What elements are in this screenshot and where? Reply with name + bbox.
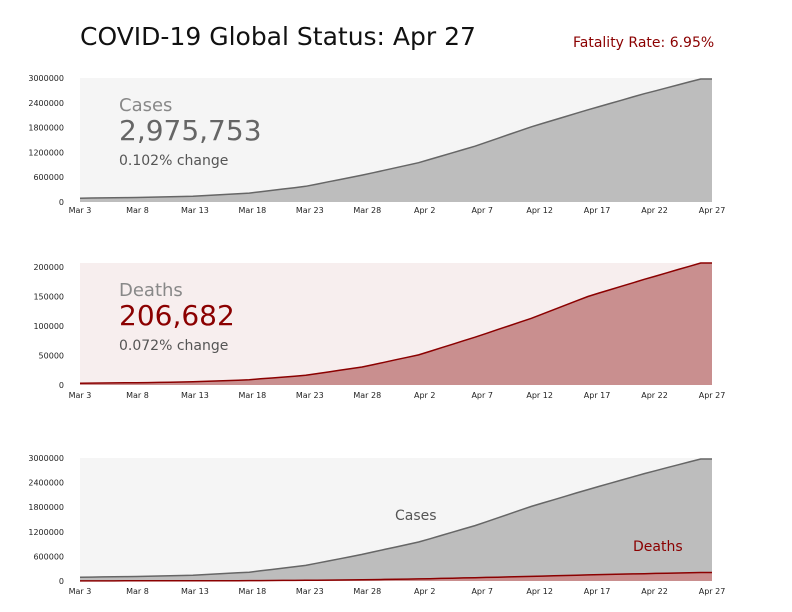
x-tick-label: Apr 2 xyxy=(414,206,435,215)
y-tick-label: 150000 xyxy=(33,292,64,301)
x-tick-label: Apr 22 xyxy=(641,391,668,400)
stat-label: Cases xyxy=(119,95,172,116)
y-tick-label: 0 xyxy=(59,198,64,207)
y-tick-label: 1800000 xyxy=(28,124,64,133)
x-tick-label: Mar 28 xyxy=(353,391,381,400)
y-tick-label: 600000 xyxy=(33,173,64,182)
x-tick-label: Apr 7 xyxy=(471,206,492,215)
x-tick-label: Apr 12 xyxy=(526,587,553,596)
cases-area xyxy=(80,459,712,581)
x-tick-label: Apr 17 xyxy=(584,391,611,400)
x-tick-label: Mar 3 xyxy=(69,206,92,215)
x-tick-label: Apr 2 xyxy=(414,391,435,400)
stat-value: 2,975,753 xyxy=(119,114,262,147)
deaths-line xyxy=(79,262,712,384)
page-title: COVID-19 Global Status: Apr 27 xyxy=(80,22,476,51)
x-tick-label: Mar 18 xyxy=(238,587,266,596)
deaths-area xyxy=(80,572,712,581)
x-tick-label: Apr 7 xyxy=(471,391,492,400)
series-label-cases: Cases xyxy=(395,508,437,524)
x-tick-label: Mar 23 xyxy=(296,587,324,596)
x-tick-label: Mar 3 xyxy=(69,391,92,400)
x-tick-label: Mar 13 xyxy=(181,206,209,215)
y-tick-label: 600000 xyxy=(33,552,64,561)
x-tick-label: Mar 28 xyxy=(353,206,381,215)
series-label-deaths: Deaths xyxy=(633,539,683,555)
x-tick-label: Apr 12 xyxy=(526,206,553,215)
stat-label: Deaths xyxy=(119,280,183,301)
y-tick-label: 0 xyxy=(59,577,64,586)
x-tick-label: Mar 8 xyxy=(126,587,149,596)
y-tick-label: 3000000 xyxy=(28,454,64,463)
x-tick-label: Apr 17 xyxy=(584,587,611,596)
x-tick-label: Mar 8 xyxy=(126,206,149,215)
x-tick-label: Mar 13 xyxy=(181,391,209,400)
cases-line xyxy=(79,458,712,578)
x-tick-label: Apr 27 xyxy=(699,206,726,215)
x-tick-label: Apr 12 xyxy=(526,391,553,400)
stat-change: 0.072% change xyxy=(119,338,228,354)
stat-value: 206,682 xyxy=(119,299,235,332)
x-tick-label: Apr 27 xyxy=(699,587,726,596)
x-tick-label: Mar 3 xyxy=(69,587,92,596)
cases-line xyxy=(79,78,712,199)
deaths-area xyxy=(80,263,712,385)
cases-area xyxy=(80,79,712,202)
fatality-rate: Fatality Rate: 6.95% xyxy=(573,35,715,51)
y-tick-label: 200000 xyxy=(33,263,64,272)
x-tick-label: Mar 18 xyxy=(238,391,266,400)
y-tick-label: 2400000 xyxy=(28,99,64,108)
x-tick-label: Apr 2 xyxy=(414,587,435,596)
y-tick-label: 1200000 xyxy=(28,148,64,157)
x-tick-label: Mar 13 xyxy=(181,587,209,596)
x-tick-label: Mar 28 xyxy=(353,587,381,596)
x-tick-label: Mar 8 xyxy=(126,391,149,400)
y-tick-label: 3000000 xyxy=(28,74,64,83)
x-tick-label: Apr 22 xyxy=(641,206,668,215)
stat-change: 0.102% change xyxy=(119,153,228,169)
x-tick-label: Apr 27 xyxy=(699,391,726,400)
y-tick-label: 1800000 xyxy=(28,503,64,512)
y-tick-label: 0 xyxy=(59,381,64,390)
y-tick-label: 1200000 xyxy=(28,528,64,537)
x-tick-label: Mar 23 xyxy=(296,206,324,215)
deaths-line xyxy=(80,571,712,582)
y-tick-label: 2400000 xyxy=(28,479,64,488)
x-tick-label: Apr 22 xyxy=(641,587,668,596)
x-tick-label: Apr 17 xyxy=(584,206,611,215)
y-tick-label: 100000 xyxy=(33,322,64,331)
x-tick-label: Mar 23 xyxy=(296,391,324,400)
x-tick-label: Apr 7 xyxy=(471,587,492,596)
x-tick-label: Mar 18 xyxy=(238,206,266,215)
y-tick-label: 50000 xyxy=(39,351,64,360)
